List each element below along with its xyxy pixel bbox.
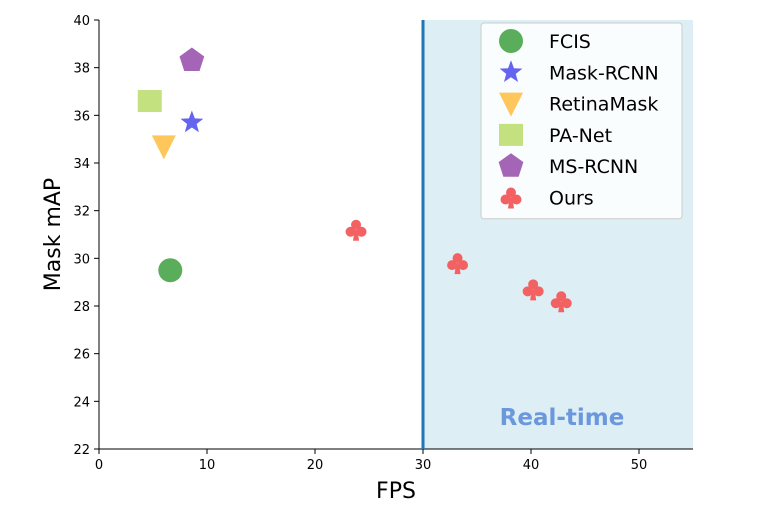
data-point [151,135,176,160]
legend-marker [499,123,523,146]
legend-label: MS-RCNN [549,156,638,178]
y-tick-label: 38 [73,62,90,77]
x-tick-label: 0 [95,458,103,473]
x-axis-label: FPS [376,479,416,504]
legend-marker [499,29,523,53]
realtime-label: Real-time [500,405,625,431]
y-tick-label: 36 [73,109,90,124]
legend-marker [500,187,522,209]
data-point [447,253,469,275]
x-tick-label: 20 [307,458,324,473]
legend-box [480,22,683,220]
x-tick-label: 30 [415,458,432,473]
y-tick-label: 32 [73,205,90,220]
y-axis-label: Mask mAP [41,178,66,291]
data-point [180,110,204,133]
y-tick-label: 24 [73,395,90,410]
y-tick-label: 26 [73,348,90,363]
y-tick-label: 22 [73,443,90,458]
data-point [137,90,162,113]
y-tick-label: 30 [73,252,90,267]
legend: FCIS Mask-RCNN RetinaMask PA-Net MS-RCNN Ours [480,22,683,220]
legend-label: PA-Net [549,125,612,147]
x-tick-label: 40 [523,458,540,473]
legend-marker [499,92,523,117]
x-tick-label: 10 [199,458,216,473]
legend-label: RetinaMask [549,94,658,116]
data-point [345,219,367,241]
legend-marker [498,153,524,177]
data-point [158,258,183,283]
data-point [550,291,572,313]
y-tick-label: 28 [73,300,90,315]
legend-label: Mask-RCNN [549,62,659,84]
data-point [522,279,544,301]
legend-label: FCIS [549,31,591,53]
x-tick-label: 50 [631,458,648,473]
legend-marker [499,60,523,83]
data-point [179,47,205,72]
y-tick-label: 34 [73,157,90,172]
y-tick-label: 40 [73,14,90,29]
legend-label: Ours [549,188,594,210]
